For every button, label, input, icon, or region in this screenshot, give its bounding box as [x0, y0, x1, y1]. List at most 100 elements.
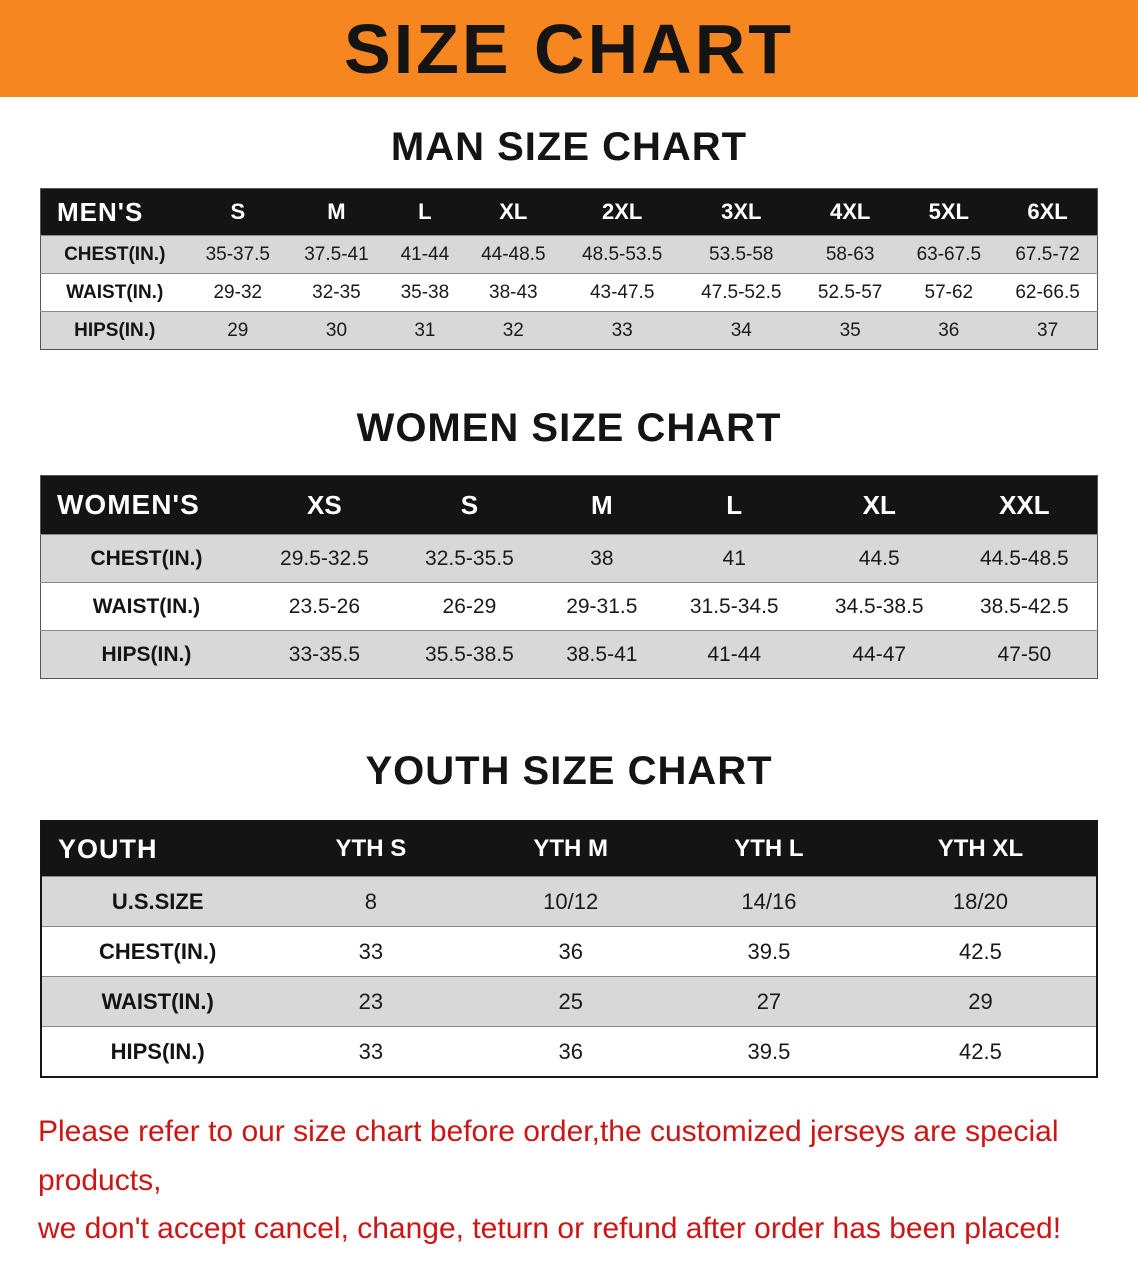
table-row: HIPS(IN.) 33-35.5 35.5-38.5 38.5-41 41-4… — [40, 630, 1098, 679]
women-section: WOMEN SIZE CHART WOMEN'S XS S M L XL XXL… — [0, 406, 1138, 679]
size-column-header: M — [541, 475, 662, 535]
size-cell: 44-48.5 — [463, 235, 563, 274]
size-cell: 29 — [864, 976, 1097, 1027]
size-cell: 32 — [463, 311, 563, 350]
youth-table-title-cell: YOUTH — [41, 821, 274, 877]
size-column-header: 4XL — [800, 188, 900, 236]
size-cell: 38.5-41 — [541, 630, 662, 679]
size-column-header: XL — [463, 188, 563, 236]
size-column-header: S — [188, 188, 288, 236]
size-column-header: L — [661, 475, 807, 535]
size-column-header: XXL — [951, 475, 1098, 535]
women-table-title-cell: WOMEN'S — [40, 475, 252, 535]
size-cell: 35-38 — [385, 273, 464, 312]
size-cell: 27 — [672, 976, 865, 1027]
size-column-header: YTH XL — [864, 821, 1097, 877]
disclaimer-line-2: we don't accept cancel, change, teturn o… — [38, 1212, 1062, 1246]
size-cell: 35-37.5 — [188, 235, 288, 274]
size-column-header: XS — [251, 475, 397, 535]
size-cell: 62-66.5 — [998, 273, 1098, 312]
size-cell: 29 — [188, 311, 288, 350]
size-cell: 23 — [273, 976, 469, 1027]
size-column-header: M — [287, 188, 386, 236]
row-label: WAIST(IN.) — [40, 273, 189, 312]
row-label: CHEST(IN.) — [40, 235, 189, 274]
size-cell: 58-63 — [800, 235, 900, 274]
size-cell: 38 — [541, 534, 662, 583]
size-cell: 31.5-34.5 — [661, 582, 807, 631]
row-label: WAIST(IN.) — [41, 976, 274, 1027]
size-cell: 41-44 — [385, 235, 464, 274]
size-cell: 36 — [899, 311, 999, 350]
size-cell: 67.5-72 — [998, 235, 1098, 274]
size-cell: 35.5-38.5 — [396, 630, 542, 679]
size-column-header: YTH M — [468, 821, 673, 877]
size-cell: 35 — [800, 311, 900, 350]
size-column-header: 3XL — [681, 188, 801, 236]
size-column-header: 5XL — [899, 188, 999, 236]
size-cell: 57-62 — [899, 273, 999, 312]
size-cell: 37 — [998, 311, 1098, 350]
size-cell: 47-50 — [951, 630, 1098, 679]
size-cell: 31 — [385, 311, 464, 350]
men-section-heading: MAN SIZE CHART — [390, 125, 748, 169]
table-row: WAIST(IN.) 29-32 32-35 35-38 38-43 43-47… — [40, 273, 1098, 312]
size-cell: 34.5-38.5 — [806, 582, 952, 631]
banner-title: SIZE CHART — [344, 9, 794, 88]
size-column-header: L — [385, 188, 464, 236]
size-column-header: 2XL — [562, 188, 682, 236]
size-cell: 8 — [273, 876, 469, 927]
size-cell: 30 — [287, 311, 386, 350]
men-section: MAN SIZE CHART MEN'S S M L XL 2XL 3XL 4X… — [0, 125, 1138, 350]
size-cell: 32.5-35.5 — [396, 534, 542, 583]
men-table-header-row: MEN'S S M L XL 2XL 3XL 4XL 5XL 6XL — [40, 188, 1098, 236]
size-cell: 36 — [468, 926, 673, 977]
size-cell: 42.5 — [864, 1026, 1097, 1077]
size-cell: 29-32 — [188, 273, 288, 312]
size-cell: 33 — [273, 1026, 469, 1077]
size-cell: 52.5-57 — [800, 273, 900, 312]
table-row: U.S.SIZE 8 10/12 14/16 18/20 — [41, 876, 1097, 927]
size-cell: 34 — [681, 311, 801, 350]
row-label: HIPS(IN.) — [41, 1026, 274, 1077]
size-cell: 38.5-42.5 — [951, 582, 1098, 631]
table-row: CHEST(IN.) 33 36 39.5 42.5 — [41, 926, 1097, 977]
men-table-title-cell: MEN'S — [40, 188, 189, 236]
women-size-table: WOMEN'S XS S M L XL XXL CHEST(IN.) 29.5-… — [40, 475, 1098, 679]
table-row: WAIST(IN.) 23.5-26 26-29 29-31.5 31.5-34… — [40, 582, 1098, 631]
table-row: HIPS(IN.) 33 36 39.5 42.5 — [41, 1026, 1097, 1077]
size-cell: 33 — [562, 311, 682, 350]
size-column-header: XL — [806, 475, 952, 535]
size-column-header: S — [396, 475, 542, 535]
size-cell: 41-44 — [661, 630, 807, 679]
size-cell: 26-29 — [396, 582, 542, 631]
youth-section: YOUTH SIZE CHART YOUTH YTH S YTH M YTH L… — [0, 749, 1138, 1078]
women-table-header-row: WOMEN'S XS S M L XL XXL — [40, 475, 1098, 535]
size-cell: 14/16 — [672, 876, 865, 927]
men-size-table: MEN'S S M L XL 2XL 3XL 4XL 5XL 6XL CHEST… — [40, 188, 1098, 350]
size-cell: 41 — [661, 534, 807, 583]
size-cell: 63-67.5 — [899, 235, 999, 274]
table-row: WAIST(IN.) 23 25 27 29 — [41, 976, 1097, 1027]
size-cell: 39.5 — [672, 1026, 865, 1077]
size-cell: 38-43 — [463, 273, 563, 312]
size-cell: 43-47.5 — [562, 273, 682, 312]
size-cell: 23.5-26 — [251, 582, 397, 631]
table-row: CHEST(IN.) 29.5-32.5 32.5-35.5 38 41 44.… — [40, 534, 1098, 583]
size-cell: 25 — [468, 976, 673, 1027]
size-cell: 48.5-53.5 — [562, 235, 682, 274]
size-cell: 33 — [273, 926, 469, 977]
row-label: HIPS(IN.) — [40, 630, 252, 679]
youth-table-header-row: YOUTH YTH S YTH M YTH L YTH XL — [41, 821, 1097, 877]
row-label: CHEST(IN.) — [40, 534, 252, 583]
size-cell: 47.5-52.5 — [681, 273, 801, 312]
size-cell: 42.5 — [864, 926, 1097, 977]
size-cell: 10/12 — [468, 876, 673, 927]
size-cell: 33-35.5 — [251, 630, 397, 679]
table-row: HIPS(IN.) 29 30 31 32 33 34 35 36 37 — [40, 311, 1098, 350]
size-cell: 18/20 — [864, 876, 1097, 927]
size-cell: 29.5-32.5 — [251, 534, 397, 583]
table-row: CHEST(IN.) 35-37.5 37.5-41 41-44 44-48.5… — [40, 235, 1098, 274]
size-column-header: 6XL — [998, 188, 1098, 236]
size-cell: 37.5-41 — [287, 235, 386, 274]
